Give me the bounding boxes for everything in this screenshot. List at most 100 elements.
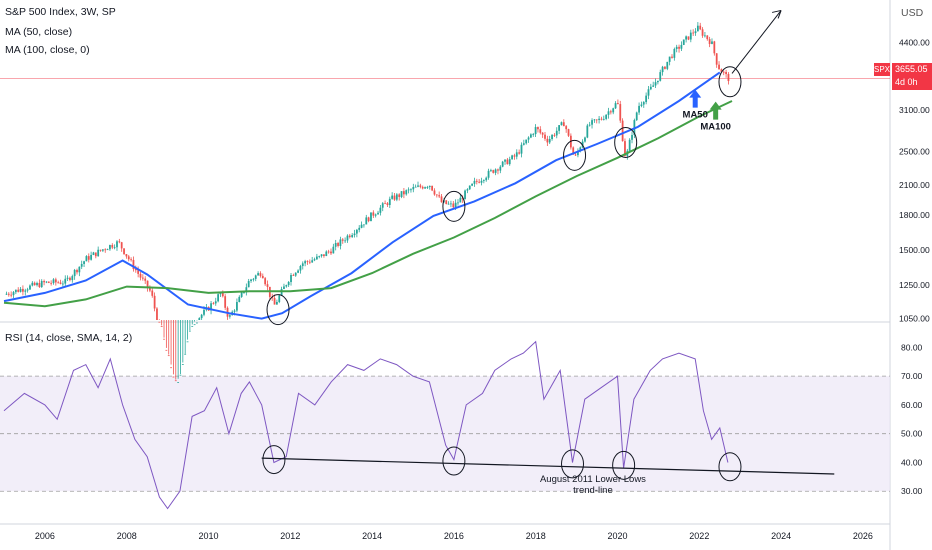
candle-body bbox=[490, 170, 492, 171]
candle-body bbox=[247, 281, 250, 288]
candle-body bbox=[715, 53, 718, 65]
candle-body bbox=[290, 275, 292, 283]
candle-body bbox=[577, 150, 579, 156]
rsi-tick-label: 70.00 bbox=[901, 371, 923, 381]
candle-body bbox=[47, 281, 50, 283]
price-tick-label: 2500.00 bbox=[899, 147, 930, 157]
price-circle bbox=[266, 294, 290, 326]
candle-body bbox=[391, 195, 394, 199]
candle-body bbox=[261, 275, 264, 279]
candle-body bbox=[631, 135, 633, 140]
candle-body bbox=[487, 170, 490, 178]
candle-body bbox=[598, 118, 600, 120]
candle-body bbox=[297, 270, 299, 273]
candle-body bbox=[558, 125, 561, 131]
candle-body bbox=[419, 185, 422, 187]
candle-body bbox=[57, 282, 60, 284]
candle-body bbox=[177, 382, 180, 383]
candle-body bbox=[43, 280, 45, 283]
rsi-tick-label: 40.00 bbox=[901, 457, 923, 467]
time-tick-label: 2026 bbox=[853, 531, 873, 541]
candle-body bbox=[518, 152, 521, 154]
candle-body bbox=[134, 269, 137, 271]
candle-body bbox=[675, 46, 678, 49]
candle-body bbox=[485, 177, 488, 181]
rsi-circle bbox=[561, 449, 585, 479]
candle-body bbox=[217, 294, 220, 302]
candle-body bbox=[363, 224, 365, 226]
candle-body bbox=[522, 143, 525, 145]
candle-body bbox=[304, 261, 307, 264]
candle-body bbox=[130, 259, 132, 261]
candle-body bbox=[90, 254, 93, 260]
candle-body bbox=[664, 66, 666, 69]
last-price: 3655.05 bbox=[895, 64, 928, 74]
candle-body bbox=[7, 293, 10, 295]
candle-body bbox=[381, 203, 384, 208]
candle-body bbox=[513, 155, 516, 157]
trendline-label: August 2011 Lower Lows bbox=[540, 474, 646, 485]
candle-body bbox=[78, 266, 81, 273]
candle-body bbox=[682, 39, 685, 45]
candle-body bbox=[101, 249, 104, 251]
candle-body bbox=[405, 190, 408, 195]
candle-body bbox=[69, 277, 71, 281]
time-tick-label: 2012 bbox=[280, 531, 300, 541]
legend-ma50[interactable]: MA (50, close) bbox=[5, 26, 73, 38]
candle-body bbox=[80, 263, 83, 267]
candle-body bbox=[504, 159, 506, 162]
candle-body bbox=[179, 374, 182, 376]
legend-ma100[interactable]: MA (100, close, 0) bbox=[5, 44, 90, 56]
price-tick-label: 1500.00 bbox=[899, 245, 930, 255]
candle-body bbox=[170, 367, 172, 369]
candle-body bbox=[640, 104, 643, 106]
candle-body bbox=[341, 239, 344, 241]
candle-body bbox=[346, 235, 349, 241]
candle-body bbox=[673, 48, 676, 58]
candle-body bbox=[33, 282, 36, 286]
candle-body bbox=[240, 292, 243, 297]
candle-body bbox=[315, 256, 318, 260]
candle-body bbox=[301, 263, 304, 267]
candle-body bbox=[313, 259, 316, 261]
candle-body bbox=[236, 302, 238, 311]
candle-body bbox=[482, 180, 485, 181]
candle-body bbox=[198, 318, 201, 320]
candle-body bbox=[661, 66, 664, 73]
candle-body bbox=[475, 180, 478, 182]
candle-body bbox=[29, 285, 31, 290]
rsi-circle bbox=[718, 452, 742, 482]
candle-body bbox=[193, 324, 196, 326]
candle-body bbox=[285, 285, 288, 287]
price-tick-label: 4400.00 bbox=[899, 38, 930, 48]
legend-rsi[interactable]: RSI (14, close, SMA, 14, 2) bbox=[5, 332, 133, 344]
rsi-tick-label: 50.00 bbox=[901, 429, 923, 439]
candle-body bbox=[609, 111, 612, 113]
candle-body bbox=[499, 166, 502, 171]
candle-body bbox=[141, 277, 144, 279]
symbol-badge: SPX bbox=[874, 63, 891, 76]
candle-body bbox=[711, 41, 713, 44]
candle-body bbox=[360, 224, 363, 228]
projection-arrow bbox=[731, 10, 782, 74]
candle-body bbox=[417, 185, 419, 187]
candle-body bbox=[591, 120, 593, 125]
candle-body bbox=[323, 254, 325, 257]
candle-body bbox=[233, 310, 236, 312]
candle-body bbox=[602, 118, 605, 120]
candle-body bbox=[111, 245, 114, 248]
candle-body bbox=[694, 31, 697, 34]
candle-body bbox=[619, 104, 622, 121]
candle-body bbox=[450, 203, 452, 205]
candle-body bbox=[560, 122, 563, 126]
candle-body bbox=[308, 261, 311, 263]
candle-body bbox=[54, 279, 57, 283]
chart-title: S&P 500 Index, 3W, SP bbox=[5, 6, 116, 18]
candle-body bbox=[402, 191, 405, 195]
candle-body bbox=[393, 195, 396, 200]
candle-body bbox=[708, 39, 711, 44]
candle-body bbox=[299, 266, 302, 271]
candle-body bbox=[38, 282, 41, 288]
candle-body bbox=[704, 35, 706, 37]
